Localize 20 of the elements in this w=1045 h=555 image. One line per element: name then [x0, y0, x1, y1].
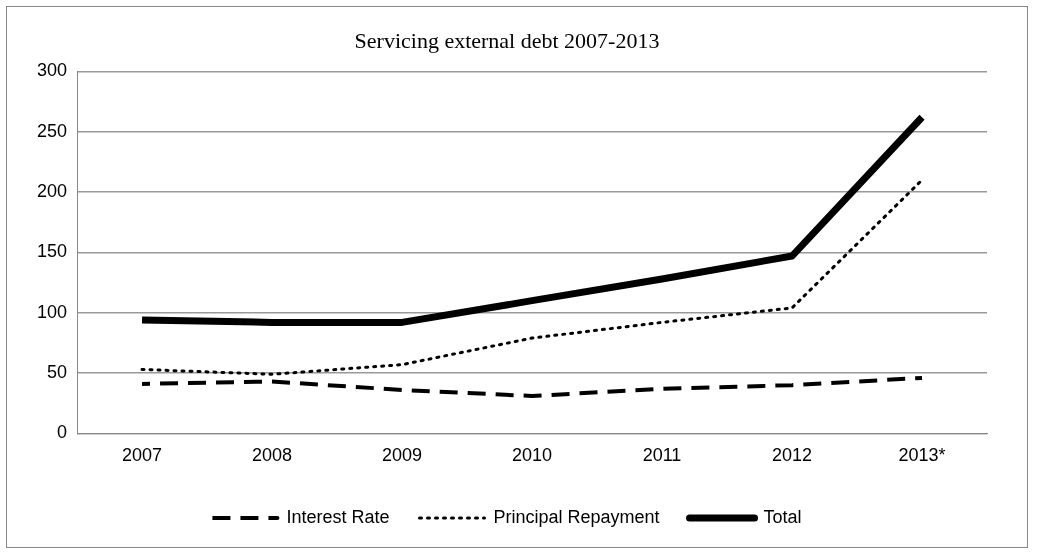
- x-tick-label: 2008: [252, 445, 293, 466]
- y-tick-label: 250: [36, 120, 68, 141]
- y-tick-label: 0: [57, 422, 68, 443]
- x-tick-label: 2007: [122, 445, 163, 466]
- x-tick-label: 2010: [511, 445, 553, 466]
- legend-label: Principal Repayment: [493, 506, 660, 527]
- y-tick-label: 150: [36, 241, 68, 262]
- line-series: [140, 375, 924, 398]
- x-tick-label: 2012: [771, 445, 813, 466]
- legend-label: Interest Rate: [286, 506, 390, 527]
- y-tick-label: 300: [36, 60, 68, 81]
- line-series: [140, 178, 924, 376]
- y-tick-label: 200: [36, 181, 68, 202]
- legend-label: Total: [763, 506, 802, 527]
- chart-title: Servicing external debt 2007-2013: [354, 27, 660, 53]
- y-tick-label: 100: [36, 301, 68, 322]
- x-tick-label: 2011: [642, 445, 682, 466]
- x-tick-label: 2013*: [898, 445, 946, 466]
- x-tick-label: 2009: [382, 445, 423, 466]
- y-tick-label: 50: [47, 362, 68, 383]
